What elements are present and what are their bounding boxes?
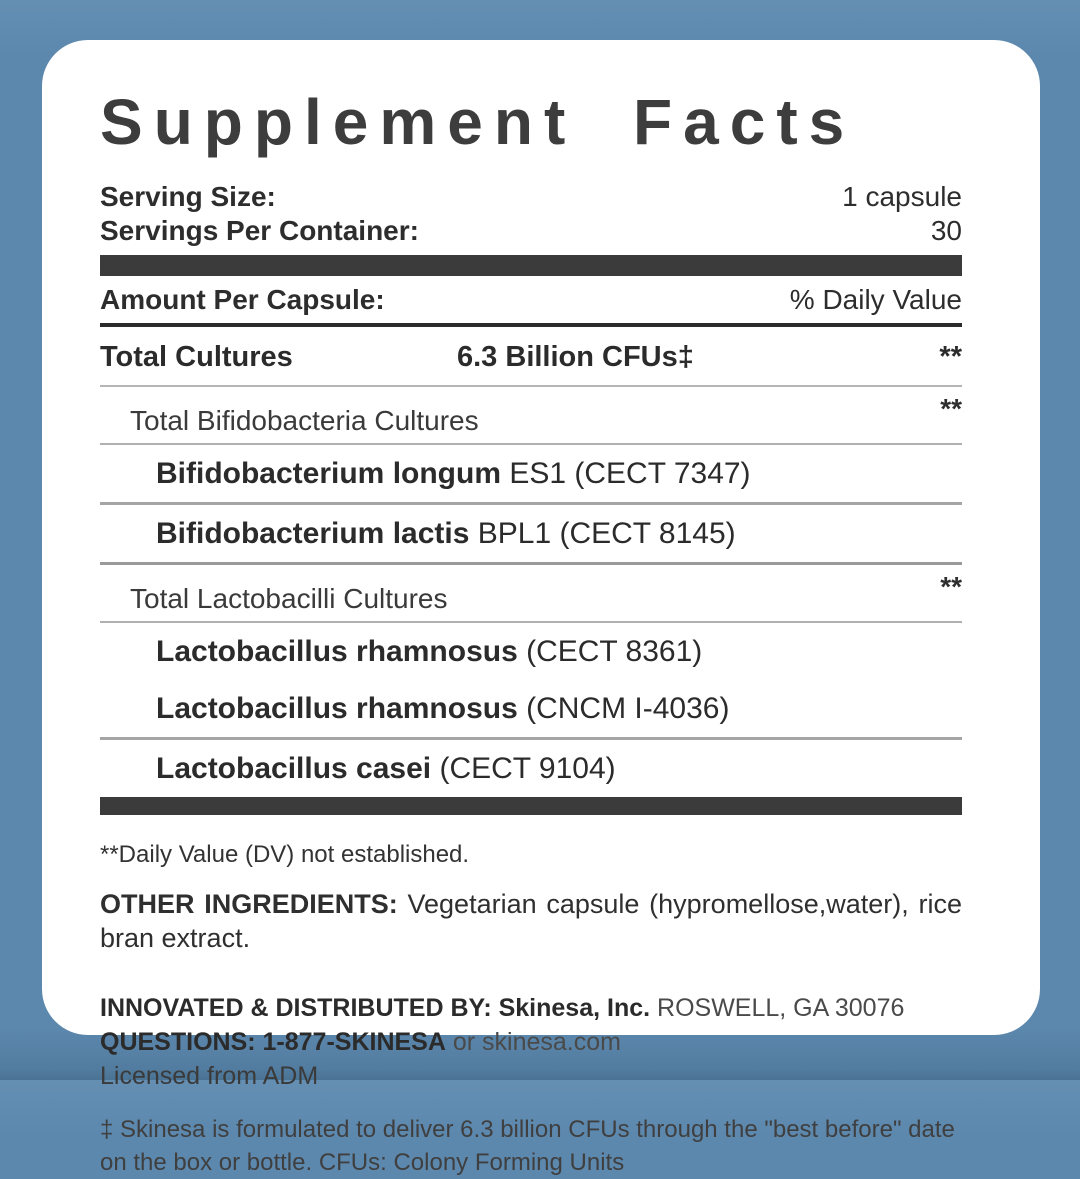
section-divider-bar-bottom [100, 797, 962, 815]
species-row-bifidobacterium-longum: Bifidobacterium longum ES1 (CECT 7347) [100, 445, 962, 505]
distributor-address: ROSWELL, GA 30076 [650, 994, 905, 1022]
species-row-lactobacillus-rhamnosus-1: Lactobacillus rhamnosus (CECT 8361) [100, 623, 962, 680]
lactobacilli-group-label: Total Lactobacilli Cultures [130, 583, 448, 614]
table-header-row: Amount Per Capsule: % Daily Value [100, 276, 962, 327]
distributor-line: INNOVATED & DISTRIBUTED BY: Skinesa, Inc… [100, 991, 962, 1025]
other-ingredients-label: OTHER INGREDIENTS: [100, 889, 398, 919]
strain-id: (CECT 8361) [517, 635, 703, 668]
bifidobacteria-group-label: Total Bifidobacteria Cultures [130, 405, 479, 436]
supplement-facts-panel: Supplement Facts Serving Size: 1 capsule… [42, 40, 1040, 1176]
distributor-bold: INNOVATED & DISTRIBUTED BY: Skinesa, Inc… [100, 994, 651, 1022]
other-ingredients-text: Vegetarian capsule (hypromellose,water),… [100, 889, 962, 953]
panel-title: Supplement Facts [100, 86, 856, 158]
species-name: Lactobacillus rhamnosus [156, 692, 518, 725]
daily-value-label: % Daily Value [789, 284, 962, 315]
licensed-line: Licensed from ADM [100, 1062, 319, 1090]
amount-per-capsule-label: Amount Per Capsule: [100, 284, 385, 315]
strain-id: (CECT 9104) [431, 752, 616, 785]
species-row-lactobacillus-rhamnosus-2: Lactobacillus rhamnosus (CNCM I-4036) [100, 680, 962, 740]
servings-per-container-value: 30 [930, 215, 962, 246]
questions-line: QUESTIONS: 1-877-SKINESA or skinesa.com [100, 1025, 962, 1059]
serving-size-row: Serving Size: 1 capsule [100, 180, 962, 214]
strain-id: (CNCM I-4036) [517, 692, 730, 725]
dagger-footnote: ‡ Skinesa is formulated to deliver 6.3 b… [100, 1116, 955, 1176]
questions-website: or skinesa.com [445, 1028, 621, 1056]
other-ingredients-paragraph: OTHER INGREDIENTS: Vegetarian capsule (h… [100, 887, 962, 955]
lactobacilli-group-header: Total Lactobacilli Cultures ** [100, 565, 962, 623]
total-cultures-amount: 6.3 Billion CFUs‡ [457, 341, 694, 373]
species-name: Bifidobacterium longum [156, 457, 501, 490]
section-divider-bar-top [100, 255, 962, 276]
strain-id: BPL1 (CECT 8145) [469, 517, 736, 550]
total-cultures-name: Total Cultures [100, 341, 293, 373]
distributor-block: INNOVATED & DISTRIBUTED BY: Skinesa, Inc… [100, 991, 962, 1093]
serving-info: Serving Size: 1 capsule Servings Per Con… [100, 180, 962, 248]
daily-value-footnote: **Daily Value (DV) not established. [100, 841, 470, 868]
bifidobacteria-group-dv: ** [940, 393, 962, 424]
species-row-bifidobacterium-lactis: Bifidobacterium lactis BPL1 (CECT 8145) [100, 505, 962, 565]
species-row-lactobacillus-casei: Lactobacillus casei (CECT 9104) [100, 740, 962, 797]
total-cultures-row: Total Cultures 6.3 Billion CFUs‡ ** [100, 327, 962, 387]
questions-phone: QUESTIONS: 1-877-SKINESA [100, 1028, 446, 1056]
total-cultures-dv: ** [939, 341, 962, 373]
species-name: Lactobacillus casei [156, 752, 432, 785]
species-name: Bifidobacterium lactis [156, 517, 470, 550]
servings-per-container-label: Servings Per Container: [100, 215, 419, 246]
strain-id: ES1 (CECT 7347) [501, 457, 751, 490]
bifidobacteria-group-header: Total Bifidobacteria Cultures ** [100, 387, 962, 445]
serving-size-label: Serving Size: [100, 181, 276, 212]
serving-size-value: 1 capsule [842, 181, 962, 212]
species-name: Lactobacillus rhamnosus [156, 635, 518, 668]
lactobacilli-group-dv: ** [940, 571, 962, 602]
servings-per-container-row: Servings Per Container: 30 [100, 214, 962, 248]
